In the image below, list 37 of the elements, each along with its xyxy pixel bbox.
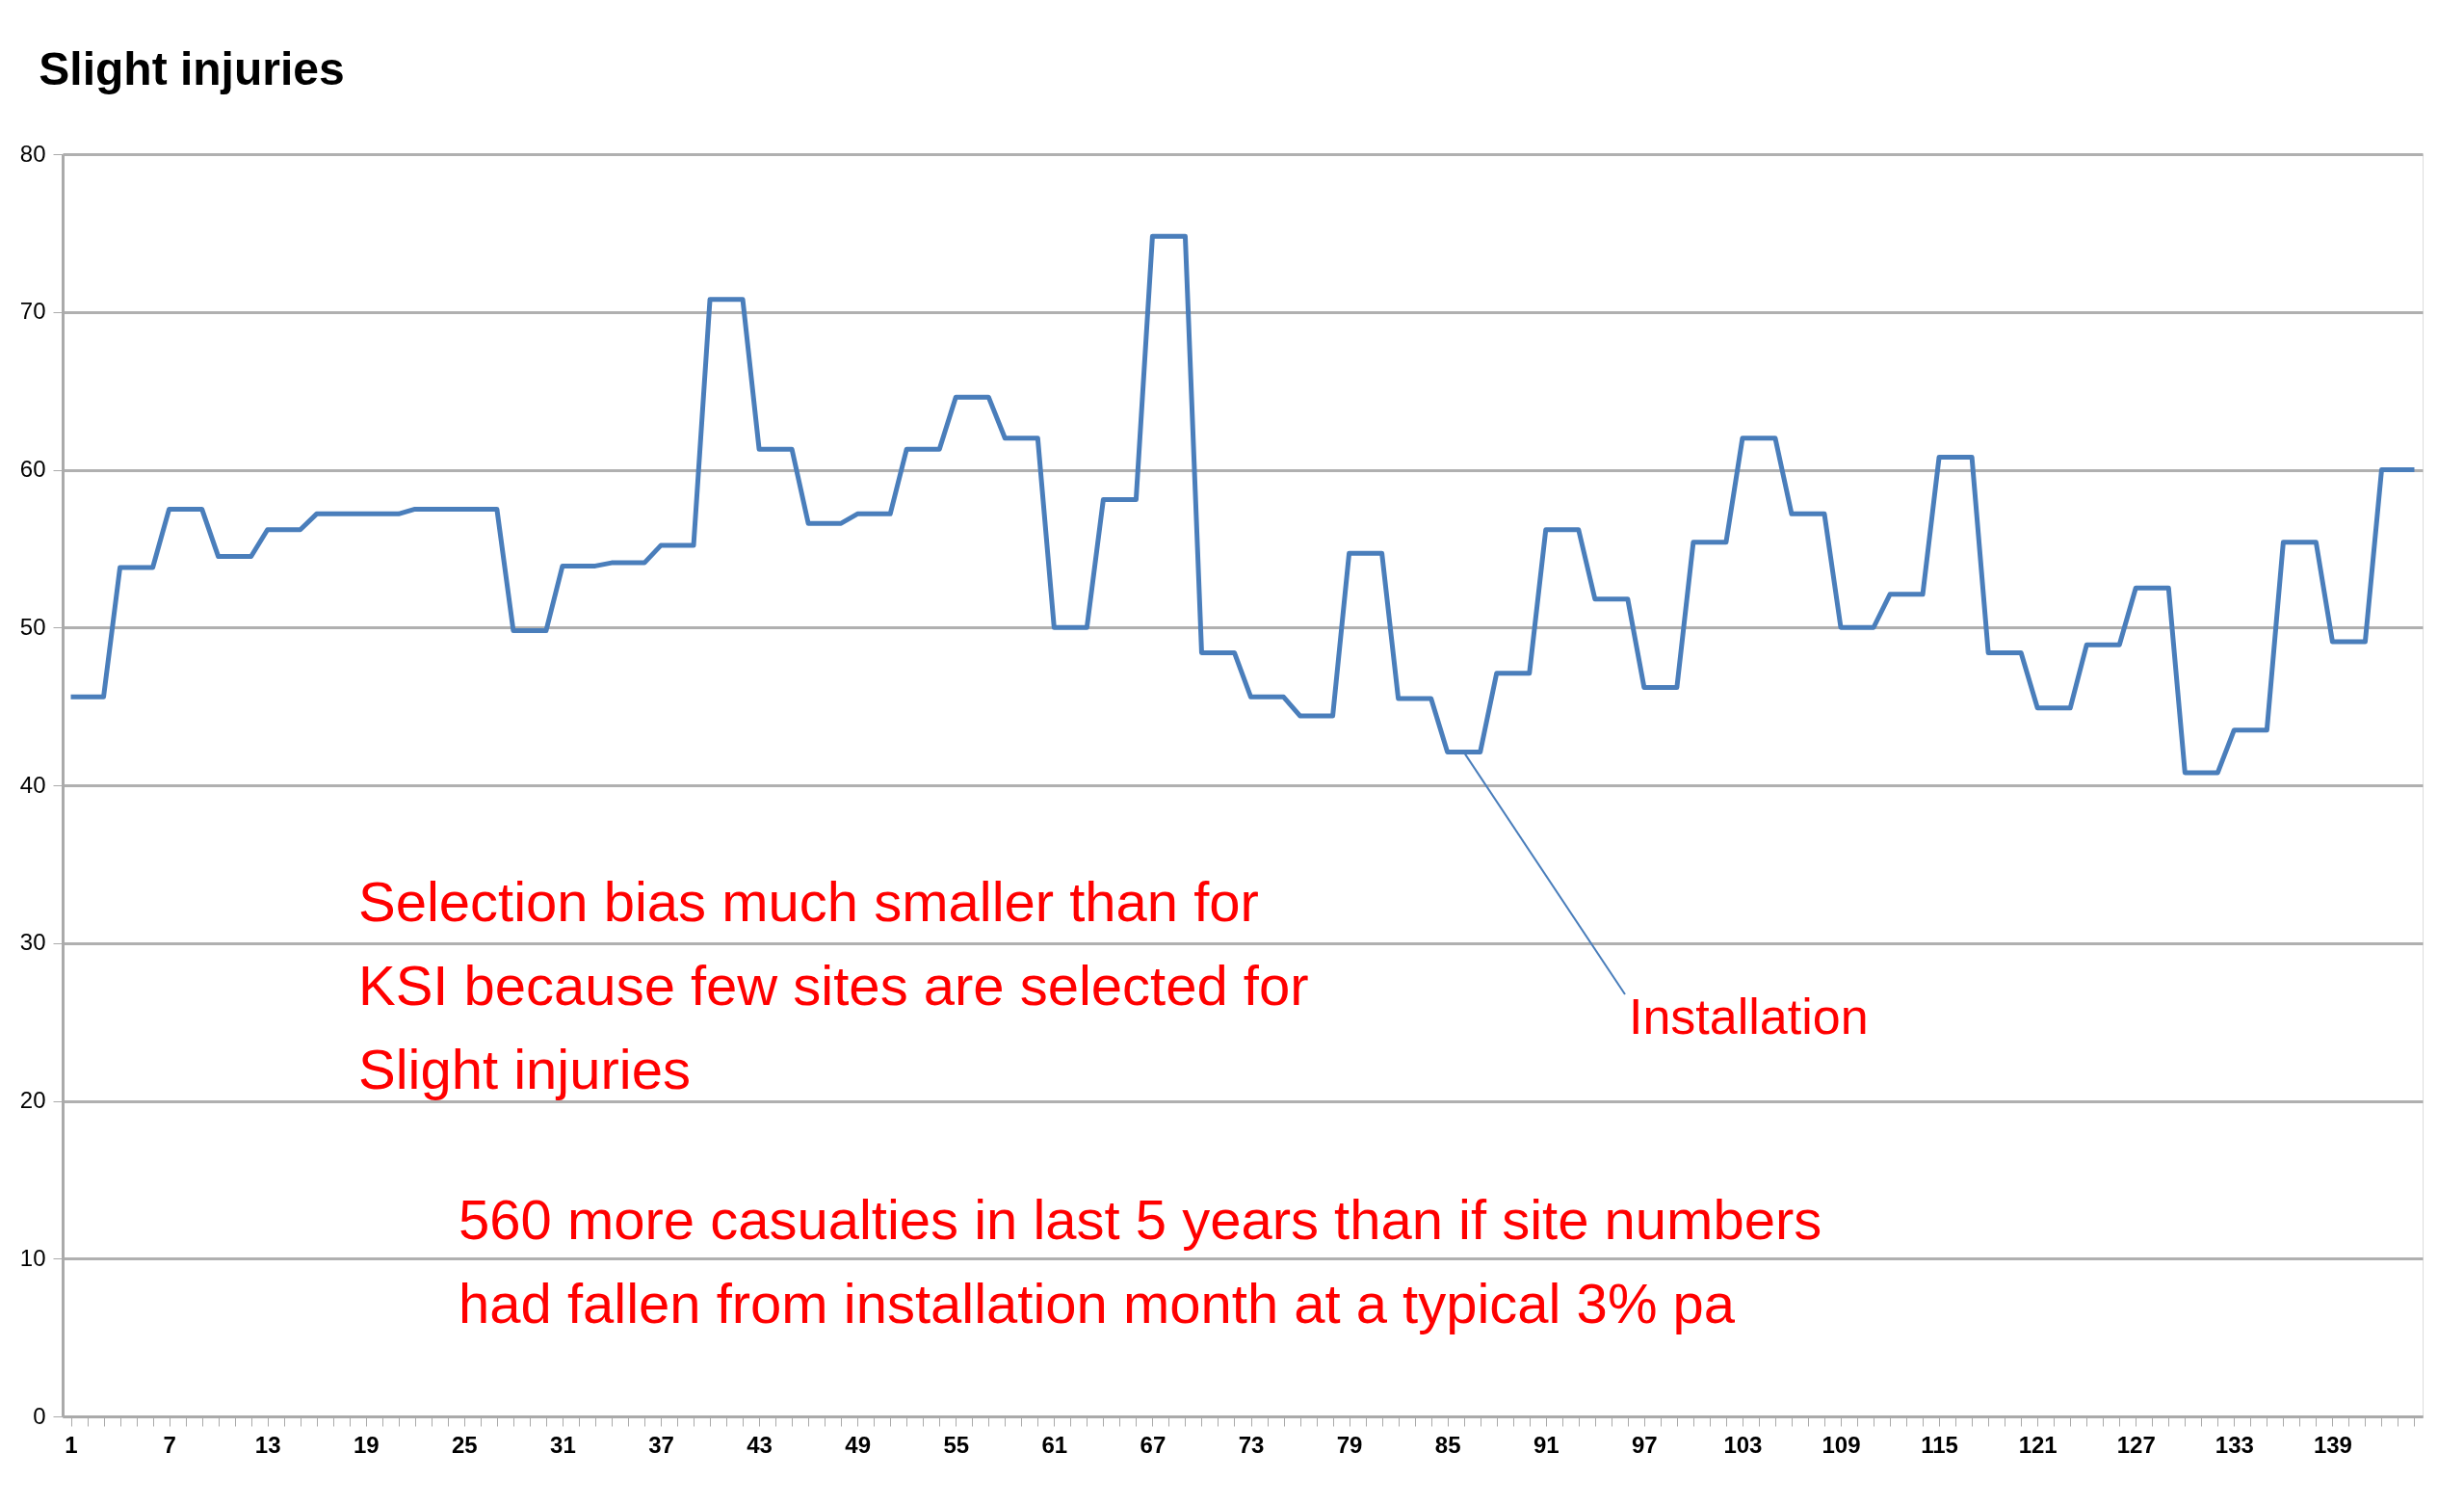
y-tick-label: 30	[19, 929, 46, 956]
x-tick-label: 37	[648, 1431, 674, 1458]
y-tick-label: 10	[19, 1244, 46, 1271]
x-tick-label: 43	[747, 1431, 773, 1458]
x-tick-label: 97	[1631, 1431, 1658, 1458]
x-tick-label: 121	[2018, 1431, 2058, 1458]
x-tick-label: 109	[1822, 1431, 1861, 1458]
x-tick-label: 31	[550, 1431, 576, 1458]
x-tick-label: 115	[1921, 1431, 1958, 1458]
x-tick-label: 13	[254, 1431, 281, 1458]
x-tick-label: 139	[2313, 1431, 2352, 1458]
x-tick-label: 85	[1434, 1431, 1461, 1458]
x-tick-label: 67	[1140, 1431, 1166, 1458]
y-tick-label: 0	[33, 1402, 46, 1429]
x-tick-label: 127	[2116, 1431, 2156, 1458]
x-tick-label: 91	[1533, 1431, 1560, 1458]
x-tick-label: 79	[1336, 1431, 1363, 1458]
annotation: 560 more casualties in last 5 years than if site numbers had fallen from installation month at a typical 3% pa	[459, 1188, 1822, 1334]
x-tick-label: 25	[451, 1431, 478, 1458]
x-tick-label: 49	[845, 1431, 872, 1458]
x-tick-label: 73	[1238, 1431, 1265, 1458]
y-tick-label: 50	[19, 613, 46, 640]
annotation: Installation	[1629, 989, 1869, 1044]
y-tick-label: 60	[19, 456, 46, 482]
y-tick-label: 80	[19, 140, 46, 167]
x-tick-label: 1	[65, 1431, 78, 1458]
x-tick-label: 133	[2215, 1431, 2254, 1458]
y-tick-label: 70	[19, 298, 46, 325]
chart-title: Slight injuries	[39, 43, 345, 94]
x-tick-label: 61	[1041, 1431, 1068, 1458]
x-tick-label: 55	[943, 1431, 970, 1458]
x-tick-label: 7	[163, 1431, 176, 1458]
x-tick-label: 19	[353, 1431, 380, 1458]
x-tick-label: 103	[1723, 1431, 1763, 1458]
y-tick-label: 40	[19, 771, 46, 798]
annotation: Selection bias much smaller than for KSI because few sites are selected for Slight injuries	[358, 870, 1309, 1100]
y-tick-label: 20	[19, 1087, 46, 1113]
